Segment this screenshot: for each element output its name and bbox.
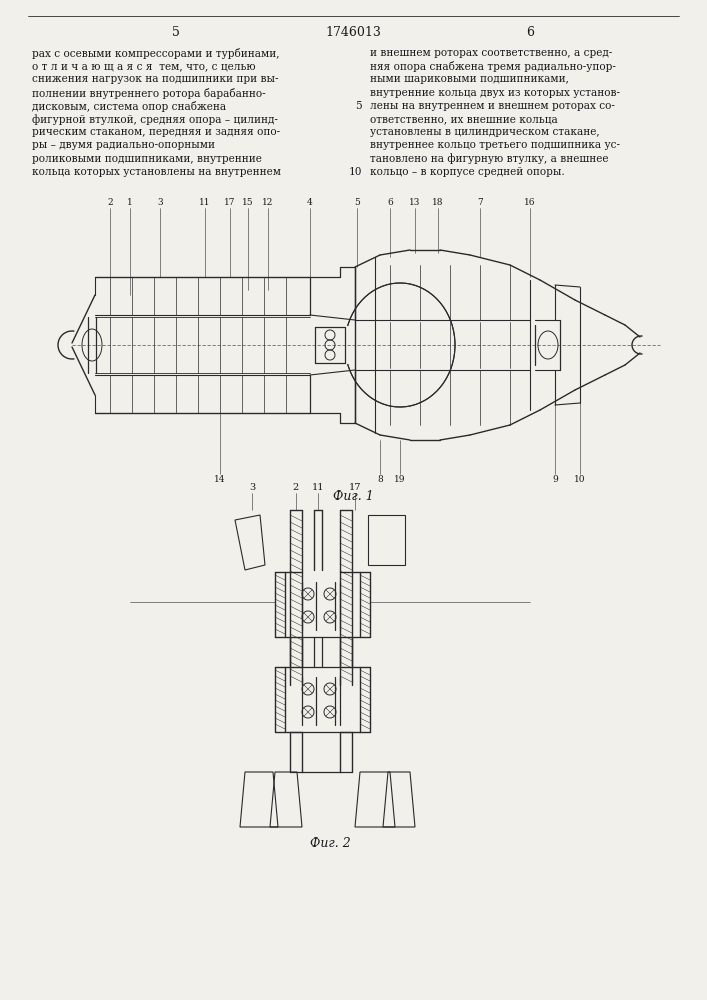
Text: ответственно, их внешние кольца: ответственно, их внешние кольца xyxy=(370,114,558,124)
Text: 7: 7 xyxy=(477,198,483,207)
Text: Фuг. 1: Фuг. 1 xyxy=(332,490,373,503)
Text: 4: 4 xyxy=(307,198,313,207)
Text: 17: 17 xyxy=(224,198,235,207)
Text: и внешнем роторах соответственно, а сред-: и внешнем роторах соответственно, а сред… xyxy=(370,48,612,58)
Text: установлены в цилиндрическом стакане,: установлены в цилиндрическом стакане, xyxy=(370,127,600,137)
Text: 6: 6 xyxy=(387,198,393,207)
Text: 1: 1 xyxy=(127,198,133,207)
Text: 10: 10 xyxy=(574,475,586,484)
Text: 3: 3 xyxy=(157,198,163,207)
Text: кольца которых установлены на внутреннем: кольца которых установлены на внутреннем xyxy=(32,167,281,177)
Text: 3: 3 xyxy=(249,483,255,492)
Text: 13: 13 xyxy=(409,198,421,207)
Text: фигурной втулкой, средняя опора – цилинд-: фигурной втулкой, средняя опора – цилинд… xyxy=(32,114,278,125)
Text: роликовыми подшипниками, внутренние: роликовыми подшипниками, внутренние xyxy=(32,154,262,164)
Text: 16: 16 xyxy=(525,198,536,207)
Text: Фuг. 2: Фuг. 2 xyxy=(310,837,351,850)
Text: 5: 5 xyxy=(172,26,180,39)
Text: 17: 17 xyxy=(349,483,361,492)
Text: лены на внутреннем и внешнем роторах со-: лены на внутреннем и внешнем роторах со- xyxy=(370,101,615,111)
Text: няя опора снабжена тремя радиально-упор-: няя опора снабжена тремя радиально-упор- xyxy=(370,61,616,72)
Text: 15: 15 xyxy=(243,198,254,207)
Text: о т л и ч а ю щ а я с я  тем, что, с целью: о т л и ч а ю щ а я с я тем, что, с цель… xyxy=(32,61,256,71)
Text: рическим стаканом, передняя и задняя опо-: рическим стаканом, передняя и задняя опо… xyxy=(32,127,280,137)
Text: 19: 19 xyxy=(395,475,406,484)
Text: рах с осевыми компрессорами и турбинами,: рах с осевыми компрессорами и турбинами, xyxy=(32,48,279,59)
Text: 14: 14 xyxy=(214,475,226,484)
Text: 10: 10 xyxy=(349,167,362,177)
Text: полнении внутреннего ротора барабанно-: полнении внутреннего ротора барабанно- xyxy=(32,88,266,99)
Text: снижения нагрузок на подшипники при вы-: снижения нагрузок на подшипники при вы- xyxy=(32,74,279,84)
Text: кольцо – в корпусе средней опоры.: кольцо – в корпусе средней опоры. xyxy=(370,167,565,177)
Text: 2: 2 xyxy=(293,483,299,492)
Text: 2: 2 xyxy=(107,198,113,207)
Text: тановлено на фигурную втулку, а внешнее: тановлено на фигурную втулку, а внешнее xyxy=(370,154,609,164)
Text: внутреннее кольцо третьего подшипника ус-: внутреннее кольцо третьего подшипника ус… xyxy=(370,140,620,150)
Text: 5: 5 xyxy=(355,101,361,111)
Text: 1746013: 1746013 xyxy=(325,26,381,39)
Text: 6: 6 xyxy=(526,26,534,39)
Text: 11: 11 xyxy=(199,198,211,207)
Text: дисковым, система опор снабжена: дисковым, система опор снабжена xyxy=(32,101,226,112)
Text: 9: 9 xyxy=(552,475,558,484)
Text: ными шариковыми подшипниками,: ными шариковыми подшипниками, xyxy=(370,74,569,84)
Text: 12: 12 xyxy=(262,198,274,207)
Text: ры – двумя радиально-опорными: ры – двумя радиально-опорными xyxy=(32,140,215,150)
Text: 8: 8 xyxy=(377,475,383,484)
Text: 5: 5 xyxy=(354,198,360,207)
Text: 18: 18 xyxy=(432,198,444,207)
Text: внутренние кольца двух из которых установ-: внутренние кольца двух из которых устано… xyxy=(370,88,620,98)
Text: 11: 11 xyxy=(312,483,325,492)
